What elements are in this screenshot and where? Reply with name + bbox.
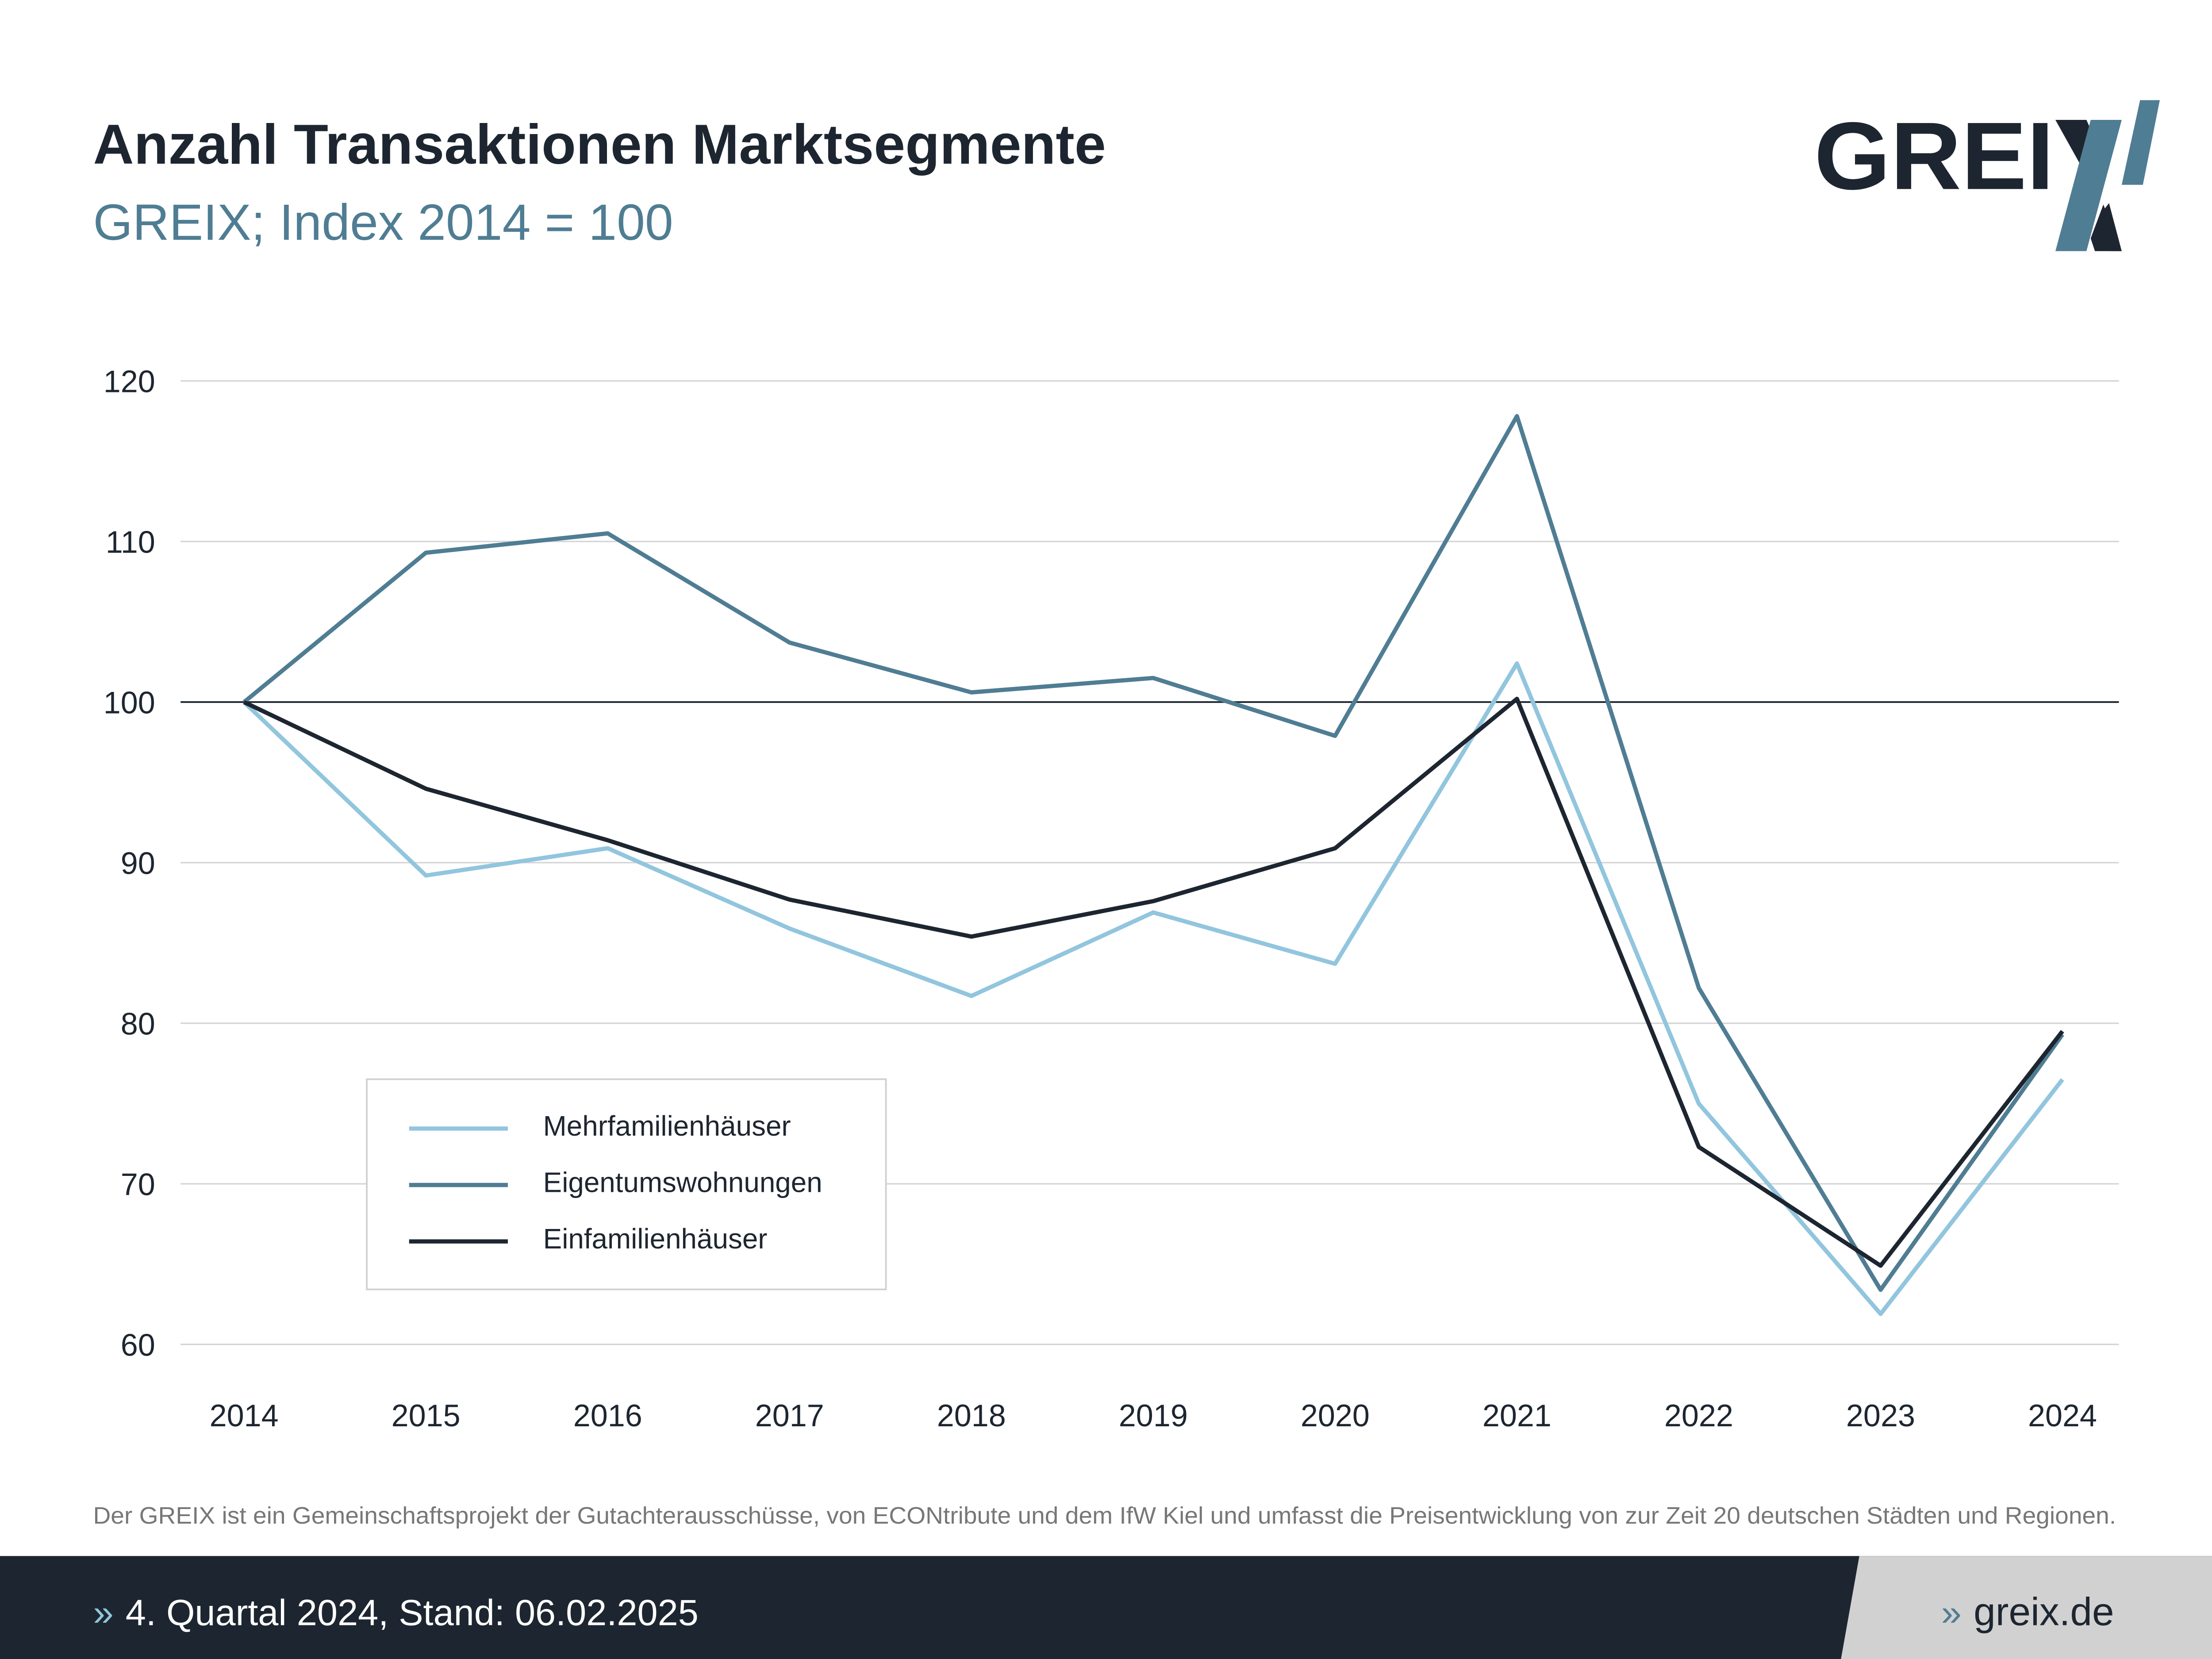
legend-label-mehrfamilien: Mehrfamilienhäuser — [543, 1110, 791, 1142]
series-line-einfamilienhaeuser — [243, 696, 2064, 1268]
x-tick-label: 2017 — [755, 1398, 824, 1433]
legend-label-einfamilien: Einfamilienhäuser — [543, 1223, 768, 1255]
y-tick-label: 70 — [121, 1167, 155, 1202]
y-tick-label: 110 — [106, 524, 155, 559]
x-axis: 2014 2015 2016 2017 2018 2019 2020 2021 2022 2023… — [210, 1398, 2097, 1433]
x-tick-label: 2021 — [1482, 1398, 1551, 1433]
x-tick-label: 2015 — [392, 1398, 461, 1433]
page-title: Anzahl Transaktionen Marktsegmente — [93, 113, 1106, 176]
y-tick-label: 90 — [121, 845, 155, 880]
logo-accent-slash — [2121, 100, 2160, 185]
series-lines — [242, 414, 2064, 1316]
x-tick-label: 2024 — [2028, 1398, 2097, 1433]
logo-x-dark-bottom2 — [2099, 203, 2122, 251]
legend: Mehrfamilienhäuser Eigentumswohnungen Ei… — [366, 1078, 887, 1290]
x-tick-label: 2020 — [1301, 1398, 1370, 1433]
footer-link[interactable]: greix.de — [1974, 1589, 2114, 1633]
greix-logo: GREI — [1814, 100, 2160, 251]
legend-label-eigentum: Eigentumswohnungen — [543, 1167, 822, 1198]
x-tick-label: 2019 — [1119, 1398, 1188, 1433]
footer-chevron-icon: » — [93, 1592, 113, 1633]
x-tick-label: 2018 — [937, 1398, 1006, 1433]
x-tick-label: 2014 — [210, 1398, 279, 1433]
y-tick-label: 120 — [104, 364, 155, 399]
y-axis: 60 70 80 90 100 110 120 — [104, 364, 155, 1362]
footnote: Der GREIX ist ein Gemeinschaftsprojekt d… — [93, 1502, 2116, 1529]
greix-logo-text: GREI — [1814, 102, 2054, 209]
y-tick-label: 100 — [104, 685, 155, 720]
page-subtitle: GREIX; Index 2014 = 100 — [93, 194, 673, 251]
footer-link-chevron-icon: » — [1941, 1592, 1962, 1633]
y-tick-label: 60 — [121, 1327, 155, 1362]
logo-x-slash — [2055, 120, 2122, 251]
footer-dark-bar — [0, 1556, 2212, 1659]
y-tick-label: 80 — [121, 1006, 155, 1041]
x-tick-label: 2016 — [573, 1398, 642, 1433]
series-line-mehrfamilienhaeuser — [242, 661, 2064, 1316]
x-tick-label: 2023 — [1846, 1398, 1915, 1433]
footer: » 4. Quartal 2024, Stand: 06.02.2025 » g… — [0, 1556, 2212, 1659]
footer-status: 4. Quartal 2024, Stand: 06.02.2025 — [126, 1592, 699, 1633]
footer-light-panel — [1841, 1556, 2212, 1659]
x-tick-label: 2022 — [1664, 1398, 1733, 1433]
